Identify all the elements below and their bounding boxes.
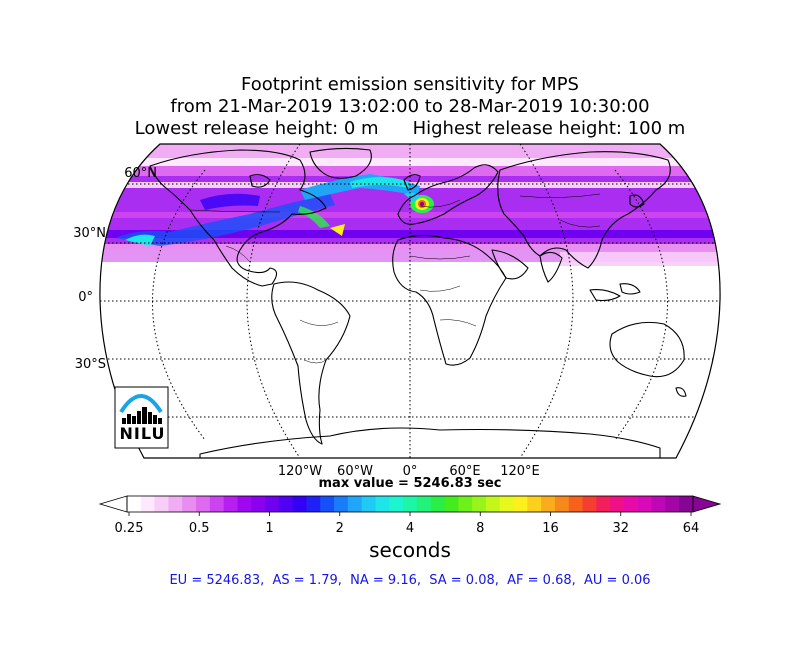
- colorbar-cell: [237, 496, 252, 512]
- colorbar-tick-label: 64: [682, 521, 700, 536]
- colorbar-cell: [209, 496, 225, 512]
- coastlines: [149, 147, 687, 458]
- lon-label-120e: 120°E: [500, 464, 540, 479]
- globe-outline: [99, 143, 721, 459]
- colorbar-cell: [196, 496, 211, 512]
- colorbar-cell: [568, 496, 583, 512]
- region-values: EU = 5246.83, AS = 1.79, NA = 9.16, SA =…: [169, 573, 651, 588]
- colorbar-tick-label: 8: [476, 521, 485, 536]
- colorbar-cell: [334, 496, 349, 512]
- colorbar-cell: [416, 496, 432, 512]
- colorbar-cell: [554, 496, 570, 512]
- colorbar-cell: [278, 496, 294, 512]
- colorbar-cell: [665, 496, 680, 512]
- country-borders: [189, 193, 601, 364]
- colorbar-cell: [444, 496, 459, 512]
- graticule: [100, 144, 720, 458]
- colorbar-cell: [265, 496, 280, 512]
- title-line-2: from 21-Mar-2019 13:02:00 to 28-Mar-2019…: [170, 96, 650, 117]
- max-value: max value = 5246.83 sec: [318, 476, 502, 491]
- arc-icon: [119, 394, 163, 414]
- colorbar-cell: [485, 496, 501, 512]
- colorbar: [98, 495, 722, 516]
- colorbar-cell: [140, 496, 155, 512]
- colorbar-cell: [430, 496, 445, 512]
- colorbar-cell: [361, 496, 376, 512]
- colorbar-tick-label: 0.5: [188, 521, 210, 536]
- title-line-1: Footprint emission sensitivity for MPS: [241, 74, 579, 95]
- colorbar-cell: [596, 496, 611, 512]
- colorbar-cell: [472, 496, 487, 512]
- colorbar-tick-label: 16: [542, 521, 559, 536]
- colorbar-cell: [182, 496, 197, 512]
- colorbar-cell: [168, 496, 183, 512]
- colorbar-cell: [347, 496, 363, 512]
- colorbar-min-arrow: [98, 495, 128, 513]
- logo-text: NILU: [119, 424, 166, 443]
- colorbar-cell: [527, 496, 542, 512]
- colorbar-cell: [154, 496, 169, 512]
- title-line-3: Lowest release height: 0 m Highest releas…: [0, 118, 800, 140]
- colorbar-cell: [292, 496, 307, 512]
- colorbar-cell: [375, 496, 390, 512]
- colorbar-cell: [610, 496, 625, 512]
- colorbar-cell: [513, 496, 528, 512]
- colorbar-cell: [306, 496, 321, 512]
- colorbar-tick-label: 4: [405, 521, 415, 536]
- colorbar-cell: [541, 496, 556, 512]
- colorbar-max-arrow: [692, 495, 722, 513]
- lat-label-60n: 60°N: [124, 166, 157, 181]
- lon-label-60w: 60°W: [337, 464, 373, 479]
- highest-release-height: Highest release height: 100 m: [412, 118, 686, 139]
- lon-label-120w: 120°W: [277, 464, 323, 479]
- nilu-logo: [114, 386, 169, 449]
- lowest-release-height: Lowest release height: 0 m: [134, 118, 379, 139]
- colorbar-tick-label: 2: [335, 521, 344, 536]
- colorbar-cell: [623, 496, 639, 512]
- colorbar-cell: [223, 496, 238, 512]
- lat-label-30s: 30°S: [74, 357, 106, 372]
- colorbar-cell: [499, 496, 514, 512]
- colorbar-cell: [251, 496, 266, 512]
- colorbar-cell: [651, 496, 666, 512]
- colorbar-cell: [389, 496, 404, 512]
- colorbar-units: seconds: [369, 538, 451, 562]
- lat-label-equator: 0°: [78, 290, 93, 305]
- colorbar-cell: [320, 496, 335, 512]
- colorbar-cell: [458, 496, 473, 512]
- colorbar-tick-label: 1: [265, 521, 274, 536]
- colorbar-tick-label: 0.25: [114, 521, 144, 536]
- colorbar-cell: [403, 496, 418, 512]
- colorbar-cell: [582, 496, 597, 512]
- lon-label-60e: 60°E: [449, 464, 481, 479]
- colorbar-cell: [127, 496, 142, 512]
- lat-label-30n: 30°N: [73, 226, 106, 241]
- colorbar-cell: [637, 496, 652, 512]
- lon-label-0: 0°: [402, 464, 418, 479]
- colorbar-cell: [679, 496, 694, 512]
- colorbar-tick-label: 32: [612, 521, 630, 536]
